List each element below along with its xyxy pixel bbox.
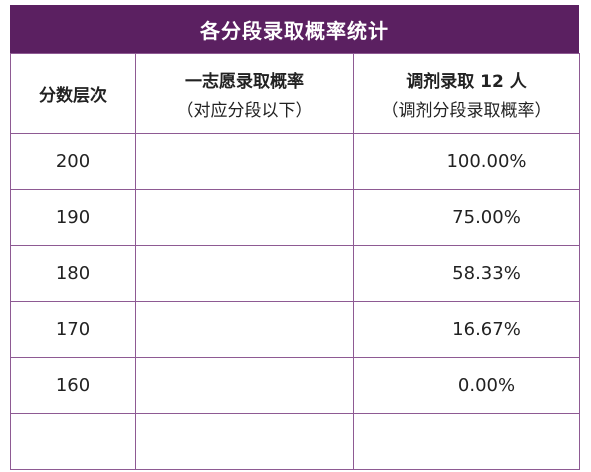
first-choice-cell xyxy=(135,413,354,470)
adjust-rate-cell: 16.67% xyxy=(353,301,580,358)
table-row xyxy=(10,413,580,470)
header-adjust-line1: 调剂录取 12 人 xyxy=(406,71,527,92)
adjust-rate-cell: 58.33% xyxy=(353,245,580,302)
header-first-choice-line1: 一志愿录取概率 xyxy=(185,71,304,92)
header-score-level: 分数层次 xyxy=(10,53,136,134)
header-score-level-label: 分数层次 xyxy=(39,86,107,106)
table-row: 180 58.33% xyxy=(10,245,580,302)
first-choice-cell xyxy=(135,133,354,190)
first-choice-cell xyxy=(135,189,354,246)
table-title: 各分段录取概率统计 xyxy=(10,5,579,53)
table-row: 160 0.00% xyxy=(10,357,580,414)
first-choice-cell xyxy=(135,301,354,358)
score-level-cell: 190 xyxy=(10,189,136,246)
header-adjust: 调剂录取 12 人 （调剂分段录取概率） xyxy=(353,53,580,134)
first-choice-cell xyxy=(135,245,354,302)
table-row: 200 100.00% xyxy=(10,133,580,190)
table-row: 170 16.67% xyxy=(10,301,580,358)
adjust-rate-cell: 0.00% xyxy=(353,357,580,414)
header-first-choice-line2: （对应分段以下） xyxy=(176,100,313,121)
probability-table-container: 各分段录取概率统计 分数层次 一志愿录取概率 （对应分段以下） 调剂录取 12 … xyxy=(10,5,580,470)
score-level-cell xyxy=(10,413,136,470)
header-adjust-line2: （调剂分段录取概率） xyxy=(381,100,552,121)
first-choice-cell xyxy=(135,357,354,414)
header-first-choice: 一志愿录取概率 （对应分段以下） xyxy=(135,53,354,134)
score-level-cell: 200 xyxy=(10,133,136,190)
score-level-cell: 180 xyxy=(10,245,136,302)
table-row: 190 75.00% xyxy=(10,189,580,246)
header-row: 分数层次 一志愿录取概率 （对应分段以下） 调剂录取 12 人 （调剂分段录取概… xyxy=(10,53,580,134)
adjust-rate-cell xyxy=(353,413,580,470)
adjust-rate-cell: 75.00% xyxy=(353,189,580,246)
score-level-cell: 160 xyxy=(10,357,136,414)
score-level-cell: 170 xyxy=(10,301,136,358)
probability-table: 分数层次 一志愿录取概率 （对应分段以下） 调剂录取 12 人 （调剂分段录取概… xyxy=(10,53,580,470)
adjust-rate-cell: 100.00% xyxy=(353,133,580,190)
